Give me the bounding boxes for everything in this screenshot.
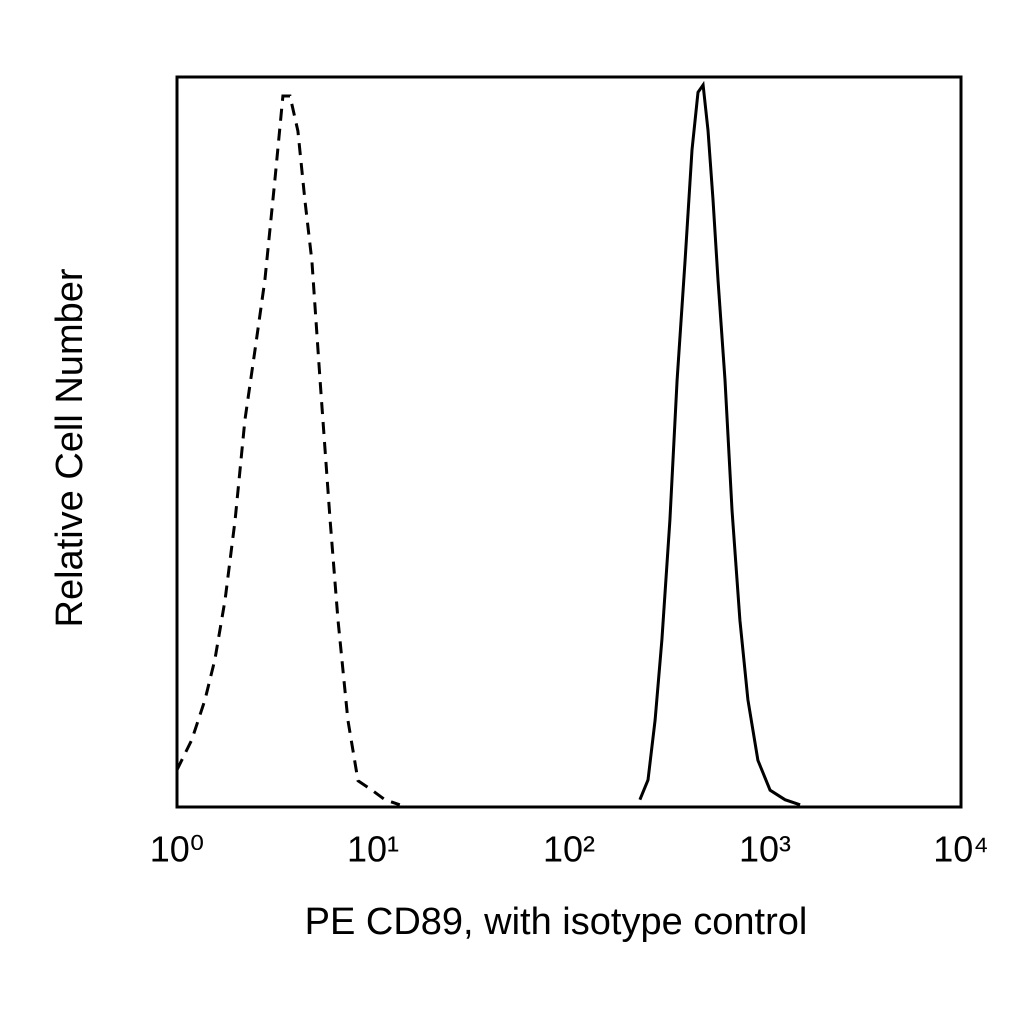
x-axis-label: PE CD89, with isotype control	[305, 901, 808, 943]
x-tick-label: 10²	[543, 829, 595, 870]
plot-frame	[175, 75, 963, 809]
x-tick-label: 10⁰	[150, 829, 204, 870]
x-tick-label: 10³	[739, 829, 791, 870]
x-tick-label: 10⁴	[933, 829, 989, 870]
histogram-line	[638, 80, 801, 807]
y-axis-label: Relative Cell Number	[49, 268, 91, 627]
histogram-line	[175, 94, 401, 807]
x-tick-label: 10¹	[347, 829, 399, 870]
